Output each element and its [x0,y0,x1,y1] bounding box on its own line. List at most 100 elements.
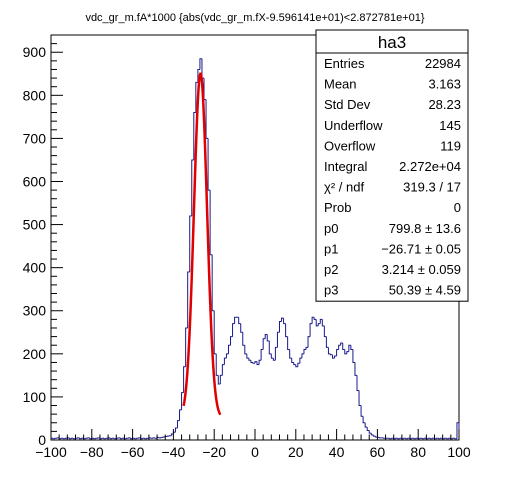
y-tick-label: 300 [23,303,47,319]
histogram-bin [242,332,245,346]
histogram-bin [307,336,311,348]
histogram-bin [313,317,317,320]
x-tick-label: −100 [35,444,67,460]
histogram-bin [315,319,319,327]
histogram-bin [244,345,247,355]
histogram-bin [264,333,268,339]
histogram-bin [209,190,213,256]
histogram-bin [301,353,304,359]
histogram-bin [89,437,92,440]
y-tick-label: 800 [23,87,47,103]
histogram-bin [256,361,260,366]
histogram-bin [185,327,188,367]
histogram-bin [368,430,372,434]
histogram-bin [268,340,272,355]
histogram-bin [285,323,288,338]
histogram-bin [246,353,249,359]
stats-row-label: Entries [324,56,365,71]
histogram-bin [119,437,123,440]
histogram-bin [260,349,264,361]
histogram-bin [189,215,192,272]
x-tick-label: −20 [202,444,226,460]
histogram-bin [334,355,337,359]
x-tick-label: −60 [121,444,145,460]
histogram-bin [360,405,364,417]
histogram-bin [372,434,376,437]
stats-box-frame [315,29,469,302]
stats-row-value: 3.163 [428,77,461,92]
histogram-bin [250,360,253,363]
histogram-bin [327,347,331,355]
histogram-bin [374,436,378,438]
stats-row-label: Underflow [324,118,383,133]
histogram-bin [211,254,215,312]
histogram-bin [230,336,233,346]
histogram-bin [319,318,323,324]
x-tick-label: 100 [447,444,471,460]
histogram-bin [291,358,294,363]
histogram-bin [321,319,325,327]
histogram-bin [364,422,368,428]
chart-title: vdc_gr_m.fA*1000 {abs(vdc_gr_m.fX-9.5961… [85,12,424,24]
histogram-bin [223,357,227,365]
histogram-bin [215,353,219,376]
x-tick-label: 40 [329,444,345,460]
histogram-bin [366,427,370,432]
x-tick-label: 80 [410,444,426,460]
histogram-bin [79,437,82,440]
histogram-bin [234,316,237,324]
histogram-bin [325,336,329,348]
histogram-bin [309,323,313,337]
histogram-bin [274,346,278,361]
stats-row-label: p1 [324,241,338,256]
histogram-bin [456,422,459,439]
stats-row-value: 119 [440,138,461,153]
x-tick-label: 20 [288,444,304,460]
histogram-bin [179,409,182,421]
histogram-bin [207,138,211,191]
stats-row-value: 0 [454,200,461,215]
y-tick-label: 700 [23,130,47,146]
histogram-bin [68,437,72,440]
stats-row-label: Overflow [324,138,376,153]
histogram-bin [109,437,113,440]
histogram-bin [219,374,223,384]
y-tick-label: 100 [23,389,47,405]
stats-row-label: Integral [324,159,367,174]
stats-row-label: Prob [324,200,351,215]
histogram-bin [356,375,360,391]
stats-box: ha3 Entries 22984 Mean 3.163 Std Dev 28.23 Unde… [315,29,469,302]
histogram-bin [278,321,282,333]
histogram-bin [197,68,200,83]
histogram-bin [336,349,339,356]
histogram-bin [295,364,298,368]
stats-row-value: 799.8 ± 13.6 [389,221,461,236]
stats-row-value: 319.3 / 17 [403,180,461,195]
histogram-bin [174,427,178,433]
x-tick-label: −80 [80,444,104,460]
histogram-bin [305,346,309,350]
histogram-bin [352,349,355,363]
stats-row-value: 145 [439,118,461,133]
histogram-bin [187,271,190,328]
histogram-bin [252,362,255,364]
histogram-bin [362,416,366,424]
x-tick-label: −40 [162,444,186,460]
histogram-bin [217,375,221,385]
histogram-bin [340,342,343,346]
histogram-bin [191,159,194,216]
histogram-bin [170,433,174,436]
stats-row-value: −26.71 ± 0.05 [381,241,461,256]
histogram-bin [276,331,280,348]
histogram-bin [213,310,217,355]
stats-row-value: 2.272e+04 [399,159,461,174]
histogram-bin [225,353,229,359]
histogram-bin [332,354,335,359]
histogram-bin [338,344,341,350]
histogram-bin [297,362,300,367]
histogram-bin [317,323,321,326]
stats-row-value: 50.39 ± 4.59 [389,283,461,298]
y-tick-label: 200 [23,346,47,362]
histogram-bin [203,78,207,101]
